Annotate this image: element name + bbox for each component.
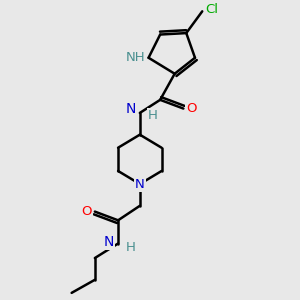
Text: O: O <box>186 102 197 115</box>
Text: H: H <box>125 241 135 254</box>
Text: N: N <box>126 102 136 116</box>
Text: N: N <box>135 178 145 190</box>
Text: N: N <box>103 235 114 249</box>
Text: O: O <box>81 205 92 218</box>
Text: NH: NH <box>125 51 145 64</box>
Text: H: H <box>148 109 158 122</box>
Text: Cl: Cl <box>205 3 218 16</box>
